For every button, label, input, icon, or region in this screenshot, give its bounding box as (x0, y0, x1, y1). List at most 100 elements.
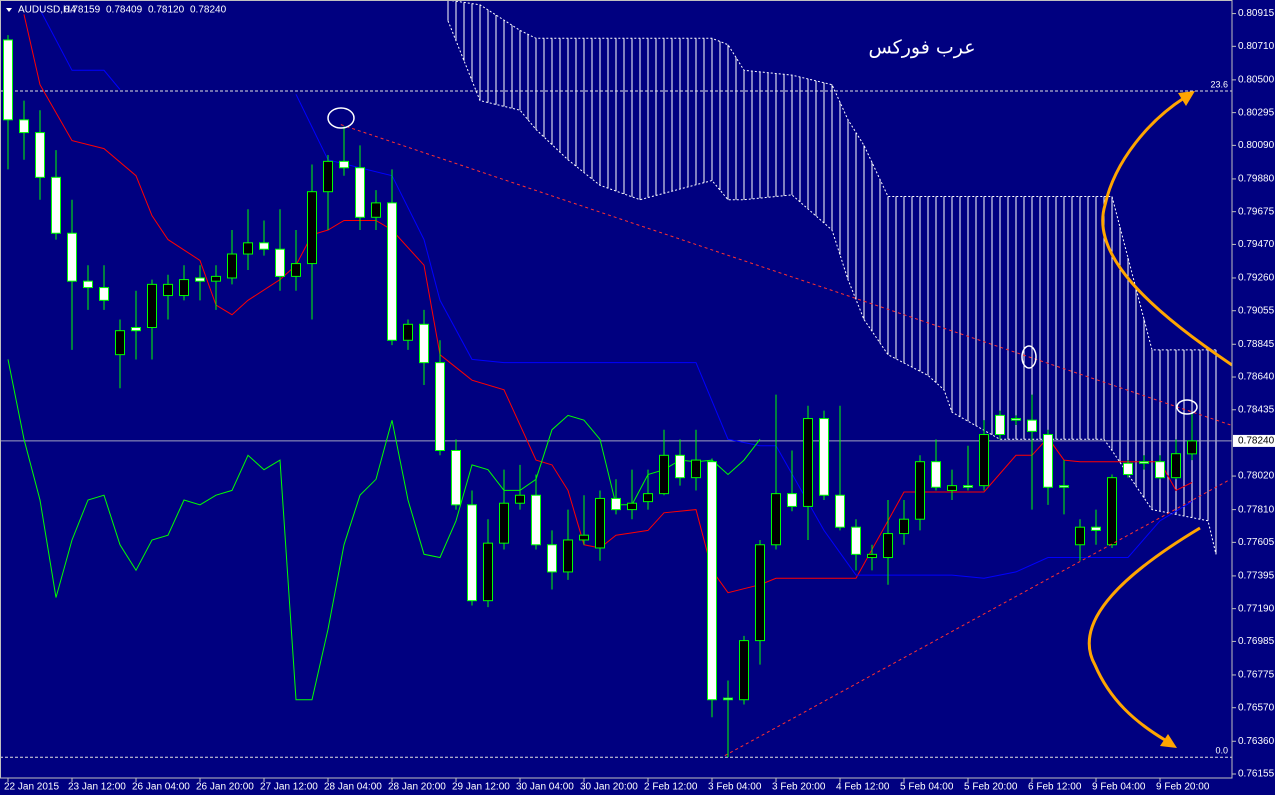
candle-body (99, 287, 109, 301)
candle-body (659, 454, 669, 495)
y-tick-label: 0.76360 (1238, 736, 1275, 747)
candle-body (467, 504, 477, 602)
candle-body (387, 202, 397, 341)
candle-body (3, 39, 13, 121)
candle-body (83, 280, 93, 289)
highlight-ellipse (1021, 345, 1037, 369)
x-tick-label: 9 Feb 04:00 (1092, 782, 1146, 793)
x-tick-label: 6 Feb 12:00 (1028, 782, 1082, 793)
candle-body (563, 539, 573, 573)
candle-body (67, 232, 77, 282)
y-tick-label: 0.79055 (1238, 305, 1275, 316)
candle-body (915, 461, 925, 520)
candle-body (803, 418, 813, 507)
x-tick-label: 3 Feb 20:00 (772, 782, 826, 793)
y-tick-label: 0.78020 (1238, 471, 1275, 482)
x-tick-label: 28 Jan 04:00 (324, 782, 382, 793)
candle-body (979, 434, 989, 487)
candle-body (147, 283, 157, 328)
candle-body (627, 502, 637, 511)
candle-body (947, 485, 957, 491)
x-tick-label: 26 Jan 04:00 (132, 782, 190, 793)
candle-body (723, 697, 733, 701)
candle-body (963, 485, 973, 488)
candle-body (819, 418, 829, 496)
candle-body (595, 497, 605, 549)
candle-body (371, 202, 381, 218)
candle-body (835, 494, 845, 528)
candle-body (211, 275, 221, 282)
y-tick-label: 0.77395 (1238, 571, 1275, 582)
chart-title: AUDUSD,H4 (18, 5, 76, 16)
candle-body (195, 277, 205, 282)
candle-body (323, 160, 333, 193)
indicator-line (7, 359, 761, 701)
fib-label: 0.0 (1215, 746, 1228, 756)
candle-body (131, 326, 141, 332)
y-tick-label: 0.76155 (1238, 769, 1275, 780)
x-tick-label: 30 Jan 04:00 (516, 782, 574, 793)
candle-body (243, 242, 253, 255)
candle-body (691, 459, 701, 479)
candle-body (1027, 419, 1037, 432)
x-tick-label: 23 Jan 12:00 (68, 782, 126, 793)
candle-body (1139, 461, 1149, 464)
candle-body (291, 263, 301, 277)
candle-body (355, 167, 365, 218)
plot-area (0, 0, 1232, 758)
candle-body (163, 283, 173, 297)
x-tick-label: 27 Jan 12:00 (260, 782, 318, 793)
candle-body (339, 160, 349, 169)
candle-body (259, 242, 269, 250)
candle-body (227, 253, 237, 279)
candle-body (643, 493, 653, 503)
x-tick-label: 26 Jan 20:00 (196, 782, 254, 793)
candle-body (675, 454, 685, 479)
price-tag: 0.78240 (1238, 436, 1275, 447)
plot-border (0, 0, 1233, 779)
arrow-head (1160, 734, 1177, 748)
candle-body (547, 544, 557, 573)
candle-body (51, 176, 61, 234)
arrow-head (1178, 91, 1195, 106)
candle-body (739, 640, 749, 701)
quote-low: 0.78120 (148, 5, 185, 16)
y-tick-label: 0.79470 (1238, 239, 1275, 250)
cloud-lower-edge (447, 20, 1217, 555)
candle-body (771, 493, 781, 546)
y-tick-label: 0.77810 (1238, 504, 1275, 515)
candle-body (1107, 477, 1117, 546)
y-tick-label: 0.79675 (1238, 206, 1275, 217)
candle-body (419, 323, 429, 364)
candle-body (931, 461, 941, 488)
quote-open: 0.78159 (64, 5, 101, 16)
candle-body (867, 553, 877, 559)
watermark: عرب فوركس (868, 37, 975, 59)
candle-body (1043, 434, 1053, 488)
y-tick-label: 0.76775 (1238, 670, 1275, 681)
candle-body (531, 494, 541, 546)
candle-body (707, 461, 717, 701)
y-tick-label: 0.76985 (1238, 636, 1275, 647)
candle-body (1155, 461, 1165, 479)
y-tick-label: 0.79880 (1238, 174, 1275, 185)
candle-body (179, 279, 189, 297)
price-tag-box (1233, 434, 1275, 447)
y-tick-label: 0.80710 (1238, 41, 1275, 52)
candle-body (483, 542, 493, 602)
x-tick-label: 22 Jan 2015 (4, 782, 59, 793)
y-tick-label: 0.77190 (1238, 603, 1275, 614)
quote-high: 0.78409 (106, 5, 143, 16)
candle-body (515, 494, 525, 504)
x-tick-label: 28 Jan 20:00 (388, 782, 446, 793)
highlight-ellipse (327, 107, 355, 129)
candle-body (19, 119, 29, 134)
y-tick-label: 0.79260 (1238, 273, 1275, 284)
candle-body (995, 414, 1005, 436)
candle-body (1123, 462, 1133, 475)
candle-body (403, 323, 413, 341)
x-tick-label: 30 Jan 20:00 (580, 782, 638, 793)
